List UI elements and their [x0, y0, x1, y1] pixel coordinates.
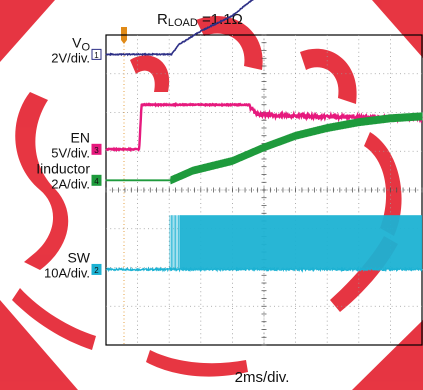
trace-vo — [105, 0, 254, 57]
channel-marker-inductor — [91, 174, 102, 186]
chart-title: RLOAD =1.1Ω — [157, 11, 243, 29]
watermark-corner-top-left — [0, 0, 55, 62]
trace-inductor — [105, 112, 423, 185]
watermark-swoosh-bottom — [146, 350, 248, 377]
watermark-letter-right — [364, 132, 402, 236]
channel-marker-number: 4 — [94, 177, 99, 186]
watermark-corner-bottom-right — [352, 320, 423, 390]
channel-scale-inductor: 2A/div. — [51, 176, 90, 191]
trace-sw — [105, 215, 423, 273]
channel-marker-number: 1 — [94, 51, 99, 60]
channel-scale-en: 5V/div. — [51, 145, 90, 160]
channel-name-en: EN — [71, 129, 90, 145]
channel-marker-sw — [91, 263, 102, 275]
x-axis-label: 2ms/div. — [235, 369, 290, 386]
channel-name-inductor: Iinductor — [36, 160, 90, 176]
watermark-corner-bottom-left — [0, 300, 78, 390]
trace-sw-switching-band — [179, 215, 422, 270]
channel-name-vo: VO — [72, 34, 90, 53]
channel-marker-en — [91, 143, 102, 155]
channel-scale-sw: 10A/div. — [44, 265, 90, 280]
watermark-letter-l — [196, 15, 263, 70]
trace-inductor-envelope — [105, 112, 423, 185]
watermark-letter-o — [300, 48, 357, 104]
channel-marker-vo — [91, 48, 102, 60]
trigger-marker — [121, 27, 127, 345]
chart-grid — [105, 34, 423, 346]
watermark-letter-c-top — [130, 55, 170, 92]
watermark-letter-s — [15, 92, 69, 270]
channel-scale-vo: 2V/div. — [51, 50, 90, 65]
channel-marker-number: 2 — [94, 266, 99, 275]
watermark-corner-top-right — [372, 0, 423, 58]
watermark-swoosh-left — [12, 288, 96, 350]
channel-name-sw: SW — [67, 249, 90, 265]
chart-traces — [105, 0, 423, 273]
trace-vo-line — [105, 0, 254, 57]
channel-marker-number: 3 — [94, 146, 99, 155]
